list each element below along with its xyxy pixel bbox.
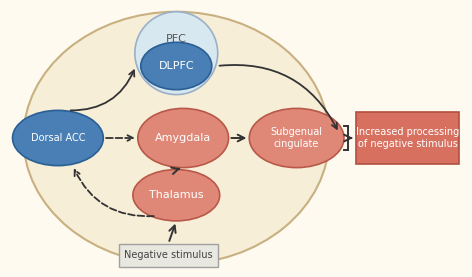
Text: Increased processing
of negative stimulus: Increased processing of negative stimulu… [356, 127, 460, 149]
Ellipse shape [24, 12, 329, 264]
Text: PFC: PFC [166, 34, 187, 44]
Text: Thalamus: Thalamus [149, 190, 203, 200]
Text: Amygdala: Amygdala [155, 133, 211, 143]
Text: DLPFC: DLPFC [159, 61, 194, 71]
FancyBboxPatch shape [119, 243, 218, 267]
Ellipse shape [13, 111, 103, 166]
Text: Subgenual
cingulate: Subgenual cingulate [270, 127, 323, 149]
Circle shape [135, 12, 218, 95]
Ellipse shape [133, 170, 219, 221]
Ellipse shape [249, 108, 344, 168]
Ellipse shape [141, 42, 212, 90]
Ellipse shape [138, 108, 228, 168]
Text: Negative stimulus: Negative stimulus [124, 250, 213, 260]
FancyBboxPatch shape [356, 112, 459, 164]
Text: Dorsal ACC: Dorsal ACC [31, 133, 85, 143]
